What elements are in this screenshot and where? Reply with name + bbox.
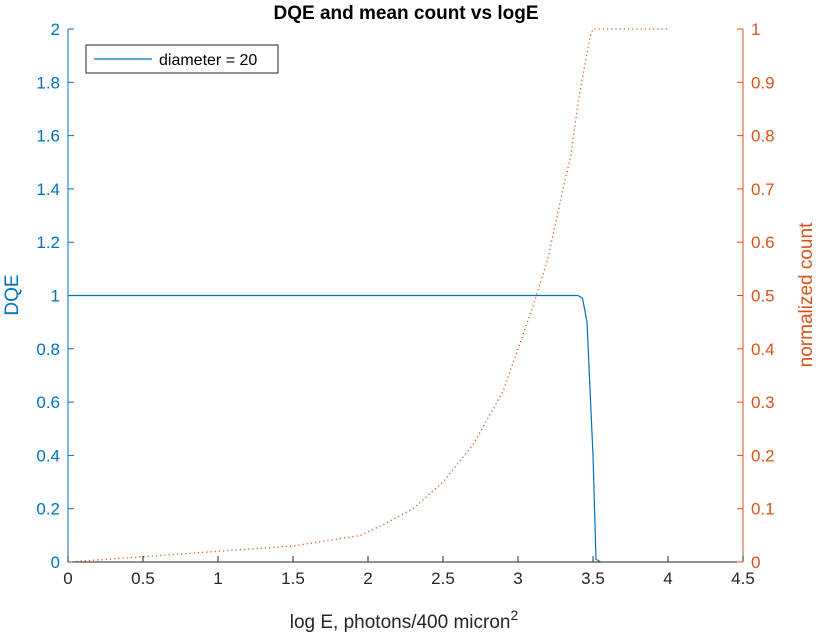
y-axis-left-title: DQE — [2, 274, 23, 315]
y-left-tick-label: 0.2 — [36, 500, 60, 519]
y-right-tick-label: 0.9 — [751, 73, 775, 92]
series-line-diameter-20 — [68, 294, 601, 563]
y-left-tick-label: 0.6 — [36, 393, 60, 412]
y-left-tick-label: 0.8 — [36, 340, 60, 359]
legend-label-diameter-20: diameter = 20 — [159, 52, 257, 69]
x-axis-title: log E, photons/400 micron2 — [290, 607, 519, 633]
y-left-tick-label: 1.4 — [36, 180, 60, 199]
y-right-tick-label: 0.7 — [751, 180, 775, 199]
y-right-tick-label: 0.8 — [751, 127, 775, 146]
series-layer — [67, 28, 668, 563]
y-right-tick-label: 0.2 — [751, 446, 775, 465]
x-tick-label: 4.5 — [731, 569, 755, 588]
x-tick-label: 2.5 — [431, 569, 455, 588]
y-left-tick-label: 0 — [51, 553, 60, 572]
y-axis-right-title: normalized count — [796, 222, 817, 367]
y-right-tick-label: 0.3 — [751, 393, 775, 412]
y-ticks-right: 0 0.1 0.2 0.3 0.4 0.5 0.6 0.7 0.8 0.9 1 — [737, 20, 775, 572]
x-tick-label: 3.5 — [581, 569, 605, 588]
legend: diameter = 20 — [85, 44, 279, 74]
x-tick-label: 0.5 — [131, 569, 155, 588]
y-left-tick-label: 1.8 — [36, 73, 60, 92]
chart-title: DQE and mean count vs logE — [274, 3, 539, 24]
y-right-tick-label: 0.6 — [751, 233, 775, 252]
y-right-tick-label: 0.4 — [751, 340, 775, 359]
y-right-tick-label: 0.5 — [751, 287, 775, 306]
y-ticks-left: 0 0.2 0.4 0.6 0.8 1 1.2 1.4 1.6 1.8 2 — [36, 20, 74, 572]
y-right-tick-label: 1 — [751, 20, 760, 39]
x-tick-label: 4 — [663, 569, 672, 588]
y-left-tick-label: 0.4 — [36, 446, 60, 465]
x-tick-label: 0 — [63, 569, 72, 588]
y-left-tick-label: 1.6 — [36, 127, 60, 146]
y-left-tick-label: 1.2 — [36, 233, 60, 252]
x-tick-label: 1 — [213, 569, 222, 588]
y-right-tick-label: 0 — [751, 553, 760, 572]
y-left-tick-label: 1 — [51, 287, 60, 306]
x-ticks: 0 0.5 1 1.5 2 2.5 3 3.5 4 4.5 — [63, 556, 755, 588]
x-tick-label: 3 — [513, 569, 522, 588]
y-left-tick-label: 2 — [51, 20, 60, 39]
x-axis-title-superscript: 2 — [510, 607, 518, 623]
y-right-tick-label: 0.1 — [751, 500, 775, 519]
x-tick-label: 2 — [363, 569, 372, 588]
x-tick-label: 1.5 — [281, 569, 305, 588]
